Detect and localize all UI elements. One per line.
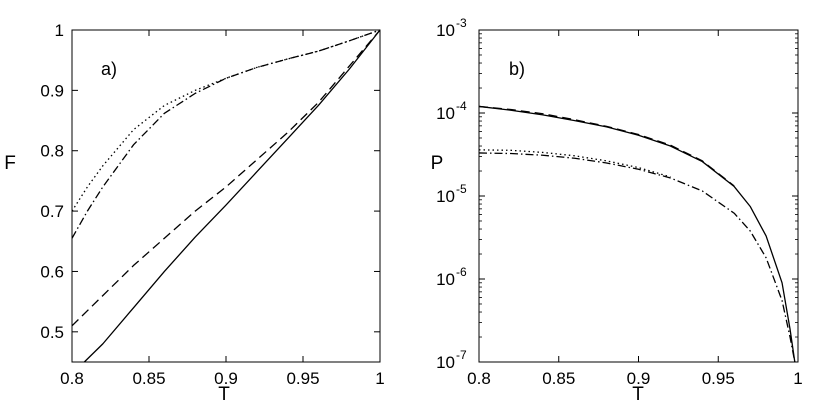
y-tick-label: 1 bbox=[55, 21, 64, 40]
y-tick-label: 10 bbox=[436, 353, 455, 372]
x-tick-label: 0.95 bbox=[702, 369, 735, 388]
x-tick-label: 0.95 bbox=[286, 369, 319, 388]
y-axis-label-b: P bbox=[431, 153, 444, 174]
x-tick-label: 0.9 bbox=[214, 369, 238, 388]
y-tick-label-exponent: -3 bbox=[456, 16, 467, 30]
y-axis-label-a: F bbox=[4, 153, 16, 174]
y-tick-label: 0.8 bbox=[40, 142, 64, 161]
x-tick-label: 1 bbox=[375, 369, 384, 388]
tick-marks-b bbox=[478, 29, 799, 363]
series-line-dashdot bbox=[71, 29, 381, 239]
panel-label-a: a) bbox=[101, 59, 117, 79]
x-tick-label: 0.8 bbox=[467, 369, 491, 388]
panel-a: 0.8 0.85 0.9 0.95 1 0.5 0.6 0.7 0.8 0.9 1 a) T F bbox=[4, 21, 385, 405]
tick-marks-a bbox=[71, 29, 381, 362]
panel-label-b: b) bbox=[509, 59, 525, 79]
y-tick-label-base: 10 bbox=[436, 270, 455, 289]
x-tick-label: 0.85 bbox=[132, 369, 165, 388]
plot-frame-a bbox=[71, 29, 381, 363]
y-tick-label-base: 10 bbox=[436, 353, 455, 372]
y-tick-label-exponent: -5 bbox=[456, 182, 467, 196]
y-tick-label: 10 bbox=[436, 270, 455, 289]
y-tick-label: 10 bbox=[436, 187, 455, 206]
tick-labels-b: 0.8 0.85 0.9 0.95 110-710-610-510-410-3 bbox=[436, 16, 803, 388]
series-line-dashdot bbox=[478, 152, 796, 363]
y-tick-label-exponent: -6 bbox=[456, 265, 467, 279]
panel-b: 0.8 0.85 0.9 0.95 110-710-610-510-410-3 b) T… bbox=[431, 16, 803, 405]
y-tick-label-base: 10 bbox=[436, 21, 455, 40]
series-line-dashed bbox=[71, 29, 381, 327]
series-line-dotted bbox=[478, 149, 671, 178]
y-tick-label: 0.7 bbox=[40, 202, 64, 221]
x-axis-label-a: T bbox=[218, 384, 230, 405]
y-tick-label-exponent: -4 bbox=[456, 99, 467, 113]
y-tick-label-base: 10 bbox=[436, 187, 455, 206]
series-group-a bbox=[71, 29, 381, 363]
y-tick-label: 0.6 bbox=[40, 262, 64, 281]
x-tick-label: 0.85 bbox=[542, 369, 575, 388]
y-tick-label: 0.5 bbox=[40, 323, 64, 342]
series-line-dotted bbox=[71, 29, 381, 212]
y-tick-label-exponent: -7 bbox=[456, 348, 467, 362]
x-tick-label: 1 bbox=[793, 369, 802, 388]
x-tick-label: 0.9 bbox=[627, 369, 651, 388]
x-axis-label-b: T bbox=[632, 384, 644, 405]
series-line-solid bbox=[478, 105, 796, 363]
series-line-dashed bbox=[478, 105, 735, 187]
x-tick-label: 0.8 bbox=[60, 369, 84, 388]
series-group-b bbox=[478, 105, 796, 363]
series-line-solid bbox=[83, 29, 381, 363]
y-tick-label: 10 bbox=[436, 104, 455, 123]
y-tick-label-base: 10 bbox=[436, 104, 455, 123]
y-tick-label: 0.9 bbox=[40, 81, 64, 100]
tick-labels-a: 0.8 0.85 0.9 0.95 1 0.5 0.6 0.7 0.8 0.9 1 bbox=[40, 21, 384, 388]
y-tick-label: 10 bbox=[436, 21, 455, 40]
plot-frame-b bbox=[478, 29, 799, 363]
